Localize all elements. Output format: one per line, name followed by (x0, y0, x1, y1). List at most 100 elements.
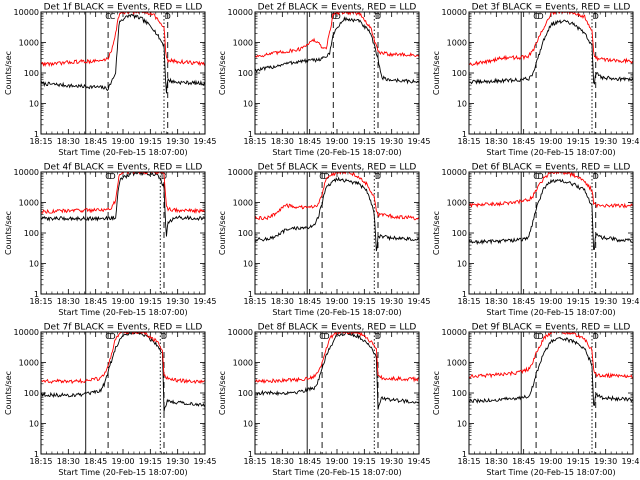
y-tick-label: 100 (24, 229, 39, 238)
x-tick-label: 18:30 (57, 137, 80, 146)
plot-frame (254, 11, 420, 135)
x-tick-label: 19:00 (111, 297, 134, 306)
x-tick-label: 19:30 (380, 137, 403, 146)
x-tick-label: 19:15 (567, 137, 590, 146)
series-group (41, 172, 205, 237)
x-tick-label: 19:00 (111, 457, 134, 466)
x-tick-label: 19:45 (193, 297, 216, 306)
plot-frame (468, 331, 634, 455)
y-tick-label: 1 (34, 290, 39, 299)
y-tick-label: 1 (462, 130, 467, 139)
y-tick-label: 1 (34, 450, 39, 459)
x-tick-label: 18:15 (457, 137, 480, 146)
y-tick-label: 10000 (14, 168, 39, 177)
legend-mark: D (537, 12, 543, 21)
chart-panel-2: Det 2f BLACK = Events, RED = LLD Counts/s… (218, 3, 431, 158)
x-tick-label: 18:45 (512, 457, 535, 466)
x-axis-label: Start Time (20-Feb-15 18:07:00) (58, 308, 187, 317)
series-line-events (469, 19, 633, 85)
chart-title: Det 8f BLACK = Events, RED = LLD (258, 323, 417, 333)
x-tick-label: 18:15 (243, 297, 266, 306)
legend-mark: D (323, 332, 329, 341)
legend-mark: D (109, 172, 115, 181)
legend-mark: C (319, 332, 325, 341)
chart-panel-3: Det 3f BLACK = Events, RED = LLD Counts/s… (432, 3, 640, 158)
legend-mark: C (533, 172, 539, 181)
legend-mark: C (319, 172, 325, 181)
x-tick-label: 19:30 (166, 137, 189, 146)
x-tick-label: 18:30 (271, 457, 294, 466)
chart-title: Det 5f BLACK = Events, RED = LLD (258, 163, 417, 173)
legend-mark: D (161, 332, 167, 341)
y-tick-label: 1 (462, 290, 467, 299)
x-tick-label: 18:45 (298, 137, 321, 146)
y-tick-label: 10 (457, 100, 467, 109)
series-line-lld (41, 332, 205, 385)
legend-mark: C (105, 12, 111, 21)
x-tick-label: 18:15 (243, 457, 266, 466)
series-line-events (469, 178, 633, 250)
y-tick-label: 10000 (228, 168, 253, 177)
series-group (469, 172, 633, 250)
x-tick-label: 19:30 (594, 457, 617, 466)
y-tick-label: 10000 (14, 8, 39, 17)
y-tick-label: 1 (248, 290, 253, 299)
y-axis-label: Counts/sec (432, 211, 441, 255)
y-tick-label: 100 (452, 389, 467, 398)
legend-mark: D (593, 172, 599, 181)
x-tick-label: 18:45 (512, 137, 535, 146)
chart-title: Det 2f BLACK = Events, RED = LLD (258, 3, 417, 13)
y-tick-label: 10 (457, 420, 467, 429)
y-tick-label: 10000 (14, 328, 39, 337)
y-tick-label: 1000 (447, 199, 467, 208)
x-axis-label: Start Time (20-Feb-15 18:07:00) (486, 308, 615, 317)
y-tick-label: 1000 (233, 39, 253, 48)
x-tick-label: 19:15 (567, 457, 590, 466)
y-tick-label: 10000 (228, 8, 253, 17)
series-line-events (255, 332, 419, 410)
legend-mark: C (533, 332, 539, 341)
y-tick-label: 100 (24, 69, 39, 78)
x-tick-label: 19:15 (353, 137, 376, 146)
legend-mark: D (537, 172, 543, 181)
x-tick-label: 19:45 (621, 297, 640, 306)
x-tick-label: 18:30 (57, 457, 80, 466)
x-tick-label: 19:15 (139, 137, 162, 146)
y-tick-label: 1 (248, 450, 253, 459)
x-tick-label: 19:15 (139, 297, 162, 306)
series-line-lld (41, 12, 205, 68)
series-line-lld (469, 172, 633, 209)
y-tick-label: 1 (34, 130, 39, 139)
legend-mark: D (375, 332, 381, 341)
x-tick-label: 18:45 (84, 457, 107, 466)
x-tick-label: 18:15 (29, 137, 52, 146)
series-line-lld (255, 332, 419, 384)
y-axis-label: Counts/sec (218, 211, 227, 255)
x-tick-label: 18:45 (298, 297, 321, 306)
chart-panel-9: Det 9f BLACK = Events, RED = LLD Counts/s… (432, 323, 640, 478)
y-axis-label: Counts/sec (432, 371, 441, 415)
y-tick-label: 1000 (447, 39, 467, 48)
plot-frame (254, 171, 420, 295)
plot-frame (468, 11, 634, 135)
y-tick-label: 10000 (442, 328, 467, 337)
x-tick-label: 19:30 (594, 137, 617, 146)
x-tick-label: 18:30 (485, 457, 508, 466)
legend-mark: C (105, 172, 111, 181)
y-tick-label: 10 (29, 420, 39, 429)
x-tick-label: 19:00 (539, 457, 562, 466)
x-tick-label: 19:00 (539, 137, 562, 146)
y-axis-label: Counts/sec (4, 371, 13, 415)
series-line-events (41, 172, 205, 237)
x-tick-label: 18:30 (57, 297, 80, 306)
y-tick-label: 10 (243, 260, 253, 269)
y-tick-label: 100 (452, 69, 467, 78)
series-group (41, 332, 205, 412)
x-tick-label: 19:30 (380, 457, 403, 466)
y-tick-label: 1000 (19, 39, 39, 48)
y-tick-label: 1 (248, 130, 253, 139)
x-tick-label: 19:30 (380, 297, 403, 306)
y-axis-label: Counts/sec (4, 211, 13, 255)
x-tick-label: 19:30 (166, 297, 189, 306)
